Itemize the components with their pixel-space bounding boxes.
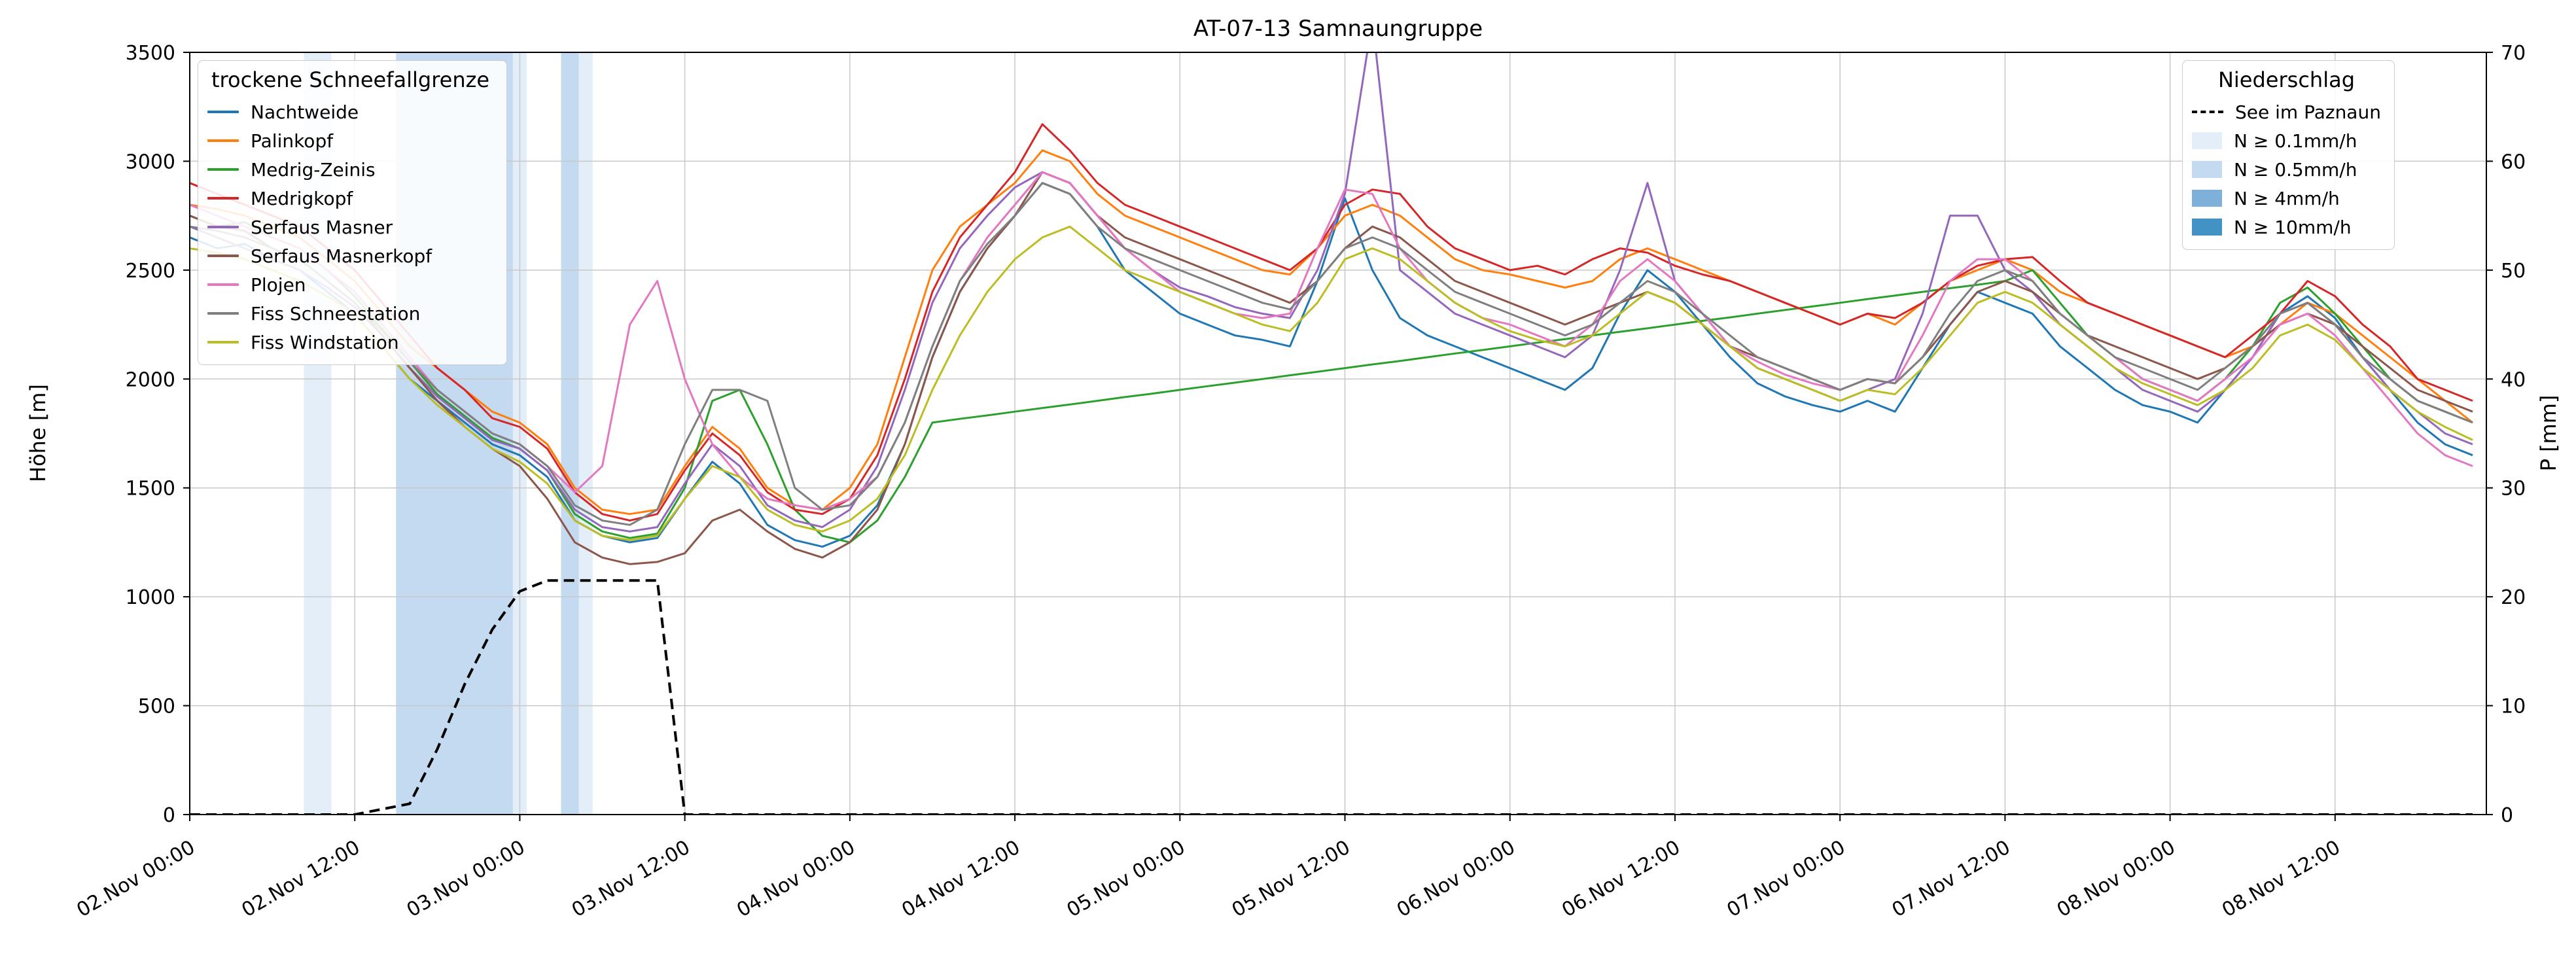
precip-band — [561, 52, 579, 815]
tick-label: 1000 — [126, 586, 175, 609]
legend-line-swatch — [207, 111, 239, 113]
snowline-legend-title: trockene Schneefallgrenze — [211, 67, 490, 92]
legend-item-label: See im Paznaun — [2235, 101, 2381, 123]
legend-item-label: N ≥ 0.1mm/h — [2234, 130, 2357, 152]
snowline-legend-items: Nachtweide Palinkopf Medrig-Zeinis Medrigko… — [207, 97, 493, 357]
legend-item-see-im-paznaun: See im Paznaun — [2192, 97, 2381, 126]
legend-dashed-line-swatch — [2192, 111, 2223, 113]
legend-item-label: N ≥ 4mm/h — [2234, 187, 2340, 209]
series-lines — [190, 52, 2473, 815]
legend-item-n-4mm-h: N ≥ 4mm/h — [2192, 184, 2381, 213]
tick-label: 3000 — [126, 150, 175, 173]
tick-label: 50 — [2501, 260, 2526, 283]
legend-line-swatch — [207, 283, 239, 286]
tick-label: 03.Nov 12:00 — [568, 836, 694, 922]
tick-label: 60 — [2501, 150, 2526, 173]
tick-label: 0 — [163, 804, 175, 827]
legend-item-label: Plojen — [251, 273, 306, 296]
legend-item-label: Nachtweide — [251, 101, 359, 123]
tick-label: 07.Nov 12:00 — [1888, 836, 2015, 922]
legend-item-n-10mm-h: N ≥ 10mm/h — [2192, 213, 2381, 241]
legend-item-n-0-5mm-h: N ≥ 0.5mm/h — [2192, 155, 2381, 184]
legend-line-swatch — [207, 255, 239, 257]
legend-item-label: Medrigkopf — [251, 187, 353, 209]
series-line-see-im-paznaun — [190, 579, 2473, 815]
legend-line-swatch — [207, 168, 239, 171]
y-right-axis-label: P [mm] — [2536, 395, 2561, 472]
tick-label: 2500 — [126, 260, 175, 283]
tick-label: 08.Nov 00:00 — [2053, 836, 2179, 922]
legend-line-swatch — [207, 312, 239, 315]
precip-band — [578, 52, 593, 815]
legend-item-label: Serfaus Masner — [251, 216, 393, 238]
y-left-axis-label: Höhe [m] — [26, 384, 50, 482]
tick-label: 06.Nov 00:00 — [1393, 836, 1519, 922]
tick-label: 06.Nov 12:00 — [1558, 836, 1684, 922]
tick-label: 02.Nov 00:00 — [73, 836, 199, 922]
tick-label: 10 — [2501, 695, 2526, 718]
series-line-medrigkopf — [190, 123, 2473, 522]
legend-line-swatch — [207, 197, 239, 200]
legend-item-label: Medrig-Zeinis — [251, 158, 376, 181]
legend-item-label: N ≥ 10mm/h — [2234, 216, 2352, 238]
tick-label: 07.Nov 00:00 — [1723, 836, 1849, 922]
tick-label: 40 — [2501, 368, 2526, 391]
legend-item-fiss-schneestation: Fiss Schneestation — [207, 299, 493, 328]
legend-color-patch — [2192, 161, 2222, 178]
tick-label: 04.Nov 12:00 — [898, 836, 1024, 922]
legend-item-fiss-windstation: Fiss Windstation — [207, 328, 493, 357]
legend-item-nachtweide: Nachtweide — [207, 97, 493, 126]
tick-label: 02.Nov 12:00 — [238, 836, 364, 922]
legend-item-serfaus-masnerkopf: Serfaus Masnerkopf — [207, 241, 493, 270]
legend-line-swatch — [207, 341, 239, 343]
tick-label: 30 — [2501, 478, 2526, 501]
tick-label: 3500 — [126, 42, 175, 65]
precip-legend: Niederschlag See im Paznaun N ≥ 0.1mm/h N … — [2182, 60, 2395, 250]
tick-label: 05.Nov 12:00 — [1228, 836, 1354, 922]
legend-color-patch — [2192, 219, 2222, 236]
legend-item-palinkopf: Palinkopf — [207, 126, 493, 155]
legend-item-label: Serfaus Masnerkopf — [251, 245, 432, 267]
legend-item-serfaus-masner: Serfaus Masner — [207, 213, 493, 241]
plot-frame — [189, 52, 2487, 815]
tick-label: 0 — [2501, 804, 2513, 827]
legend-item-plojen: Plojen — [207, 270, 493, 299]
legend-color-patch — [2192, 190, 2222, 207]
tick-label: 05.Nov 00:00 — [1063, 836, 1190, 922]
snowline-legend: trockene Schneefallgrenze Nachtweide Pali… — [198, 60, 508, 365]
tick-label: 20 — [2501, 586, 2526, 609]
precip-legend-title: Niederschlag — [2217, 67, 2355, 92]
series-line-nachtweide — [190, 182, 2473, 548]
legend-item-medrig-zeinis: Medrig-Zeinis — [207, 155, 493, 184]
precip-legend-items: See im Paznaun N ≥ 0.1mm/h N ≥ 0.5mm/h N ≥ … — [2192, 97, 2381, 241]
tick-label: 70 — [2501, 42, 2526, 65]
legend-item-label: N ≥ 0.5mm/h — [2234, 158, 2357, 181]
legend-line-swatch — [207, 226, 239, 228]
tick-label: 08.Nov 12:00 — [2218, 836, 2344, 922]
legend-item-n-0-1mm-h: N ≥ 0.1mm/h — [2192, 126, 2381, 155]
tick-label: 04.Nov 00:00 — [733, 836, 859, 922]
tick-label: 03.Nov 00:00 — [403, 836, 529, 922]
tick-label: 1500 — [126, 478, 175, 501]
legend-line-swatch — [207, 139, 239, 142]
legend-item-medrigkopf: Medrigkopf — [207, 184, 493, 213]
tick-label: 500 — [138, 695, 175, 718]
tick-label: 2000 — [126, 368, 175, 391]
legend-item-label: Fiss Windstation — [251, 331, 399, 353]
legend-item-label: Fiss Schneestation — [251, 302, 421, 325]
series-line-fiss-schneestation — [190, 182, 2473, 526]
series-line-fiss-windstation — [190, 225, 2473, 542]
legend-color-patch — [2192, 132, 2222, 149]
page-title: AT-07-13 Samnaungruppe — [1193, 16, 1483, 42]
legend-item-label: Palinkopf — [251, 130, 334, 152]
